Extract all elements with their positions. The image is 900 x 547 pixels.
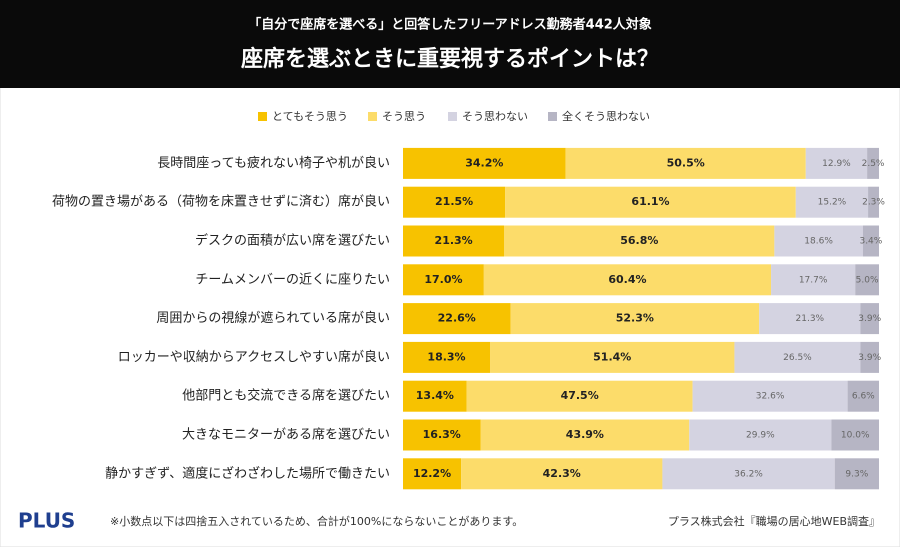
bar-segment (504, 225, 775, 257)
value-label: 61.1% (631, 195, 669, 208)
value-label: 21.3% (435, 234, 473, 247)
bar-segment (403, 341, 491, 373)
value-label: 17.7% (799, 275, 828, 285)
bar-segment (834, 458, 879, 490)
value-label: 36.2% (734, 469, 763, 479)
bar-segment (867, 147, 879, 179)
bar-segment (868, 186, 879, 218)
value-label: 5.0% (856, 275, 879, 285)
value-label: 18.3% (427, 350, 465, 363)
bar-segment (692, 380, 848, 412)
value-label: 43.9% (566, 428, 604, 441)
value-label: 3.9% (858, 353, 881, 363)
value-label: 6.6% (852, 392, 875, 402)
category-label: チームメンバーの近くに座りたい (195, 272, 390, 287)
bar-segment (403, 147, 566, 179)
bar-segment (774, 225, 863, 257)
legend-swatch (548, 112, 557, 121)
category-label: 周囲からの視線が遮られている席が良い (156, 310, 390, 326)
value-label: 10.0% (841, 431, 870, 441)
bar-segment (490, 341, 735, 373)
legend-label: 全くそう思わない (562, 109, 650, 123)
value-label: 15.2% (818, 198, 847, 208)
bar-segment (565, 147, 806, 179)
legend-label: とてもそう思う (272, 110, 348, 123)
value-label: 47.5% (561, 389, 599, 402)
bar-segment (403, 380, 467, 412)
bar-segment (862, 225, 879, 257)
value-label: 21.5% (435, 195, 473, 208)
category-label: デスクの面積が広い席を選びたい (195, 233, 390, 249)
category-label: 荷物の置き場がある（荷物を床置きせずに済む）席が良い (52, 194, 390, 210)
value-label: 26.5% (783, 353, 812, 363)
note: ※小数点以下は四捨五入されているため、合計が100%にならないことがあります。 (110, 514, 523, 528)
value-label: 12.9% (822, 159, 851, 169)
value-label: 50.5% (667, 156, 705, 169)
bar-segment (759, 303, 861, 335)
bar-segment (461, 458, 663, 490)
value-label: 9.3% (845, 469, 868, 479)
bar-segment (860, 303, 879, 335)
value-label: 21.3% (796, 314, 825, 324)
category-label: 長時間座っても疲れない椅子や机が良い (157, 155, 390, 171)
bar-segment (403, 458, 462, 490)
value-label: 60.4% (608, 273, 646, 286)
bar-segment (510, 303, 760, 335)
value-label: 12.2% (413, 467, 451, 480)
bar-segment (831, 419, 879, 451)
bar-segment (771, 264, 856, 296)
bar-segment (662, 458, 835, 490)
value-label: 32.6% (756, 392, 785, 402)
header (0, 0, 900, 88)
value-label: 3.9% (858, 314, 881, 324)
legend-swatch (258, 112, 267, 121)
value-label: 29.9% (746, 431, 775, 441)
value-label: 52.3% (616, 312, 654, 325)
legend-swatch (448, 112, 457, 121)
logo: PLUS (18, 509, 75, 533)
bar-segment (860, 341, 879, 373)
category-label: 他部門とも交流できる席を選びたい (182, 388, 390, 404)
bar-segment (847, 380, 879, 412)
bar-segment (805, 147, 868, 179)
value-label: 2.3% (862, 198, 885, 208)
bar-segment (689, 419, 832, 451)
bar-segment (403, 186, 506, 218)
legend-label: そう思わない (462, 110, 528, 123)
value-label: 22.6% (438, 312, 476, 325)
bar-segment (403, 303, 511, 335)
value-label: 56.8% (620, 234, 658, 247)
value-label: 18.6% (804, 237, 833, 247)
bar-segment (403, 225, 505, 257)
bar-segment (734, 341, 861, 373)
bar-segment (855, 264, 879, 296)
value-label: 34.2% (465, 156, 503, 169)
legend-swatch (368, 112, 377, 121)
bar-segment (466, 380, 693, 412)
chart-title: 座席を選ぶときに重要視するポイントは？ (241, 46, 659, 72)
bar-segment (403, 264, 484, 296)
bar-segment (505, 186, 796, 218)
value-label: 16.3% (423, 428, 461, 441)
bar-segment (795, 186, 869, 218)
value-label: 13.4% (416, 389, 454, 402)
value-label: 42.3% (543, 467, 581, 480)
value-label: 3.4% (859, 237, 882, 247)
category-label: 大きなモニターがある席を選びたい (182, 427, 390, 443)
value-label: 2.5% (862, 159, 885, 169)
category-label: ロッカーや収納からアクセスしやすい席が良い (118, 349, 390, 365)
source: プラス株式会社『職場の居心地WEB調査』 (668, 514, 880, 528)
value-label: 51.4% (593, 350, 631, 363)
bar-segment (403, 419, 481, 451)
value-label: 17.0% (424, 273, 462, 286)
legend-label: そう思う (382, 110, 426, 123)
category-label: 静かすぎず、適度にざわざわした場所で働きたい (105, 465, 390, 481)
bar-segment (480, 419, 690, 451)
bar-segment (483, 264, 772, 296)
chart-subtitle: 「自分で座席を選べる」と回答したフリーアドレス勤務者442人対象 (248, 17, 652, 33)
